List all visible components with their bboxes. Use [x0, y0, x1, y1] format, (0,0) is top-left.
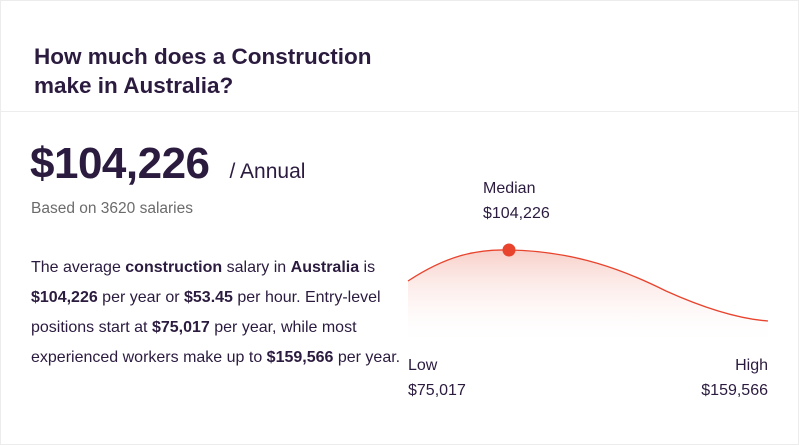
curve-area — [408, 249, 768, 346]
median-value: $104,226 — [483, 205, 550, 222]
page-title: How much does a Construction make in Aus… — [34, 44, 372, 98]
salary-distribution: Median $104,226 Low $75,017 High $159,56… — [406, 171, 771, 411]
hourly-rate: $53.45 — [184, 289, 233, 306]
job-title: construction — [125, 259, 223, 276]
annual-salary: $104,226 — [31, 289, 98, 306]
top-salary: $159,566 — [266, 349, 334, 366]
description-text: per hour. Entry-level positions start at — [31, 289, 381, 336]
salary-description: The average construction salary in Austr… — [31, 253, 401, 373]
divider — [1, 111, 798, 112]
low-value: $75,017 — [408, 382, 466, 399]
high-label: High — [735, 357, 768, 374]
high-value: $159,566 — [701, 382, 768, 399]
distribution-curve — [407, 243, 769, 346]
curve-line — [407, 249, 769, 322]
description-text: per year. — [333, 349, 401, 366]
median-label: Median — [483, 180, 536, 197]
description-text: per year, while most experienced workers… — [31, 319, 357, 366]
description-text: is — [359, 259, 376, 276]
salary-period: / Annual — [229, 160, 306, 183]
description-text: salary in — [222, 259, 291, 276]
description-text: per year or — [97, 289, 184, 306]
location: Australia — [290, 259, 360, 276]
low-label: Low — [408, 357, 438, 374]
median-marker — [502, 243, 516, 257]
salary-value: $104,226 — [30, 139, 210, 188]
salary-count: Based on 3620 salaries — [31, 200, 194, 217]
description-text: The average — [31, 259, 126, 276]
salary-summary: $104,226 / Annual — [30, 139, 305, 189]
entry-salary: $75,017 — [151, 319, 210, 336]
